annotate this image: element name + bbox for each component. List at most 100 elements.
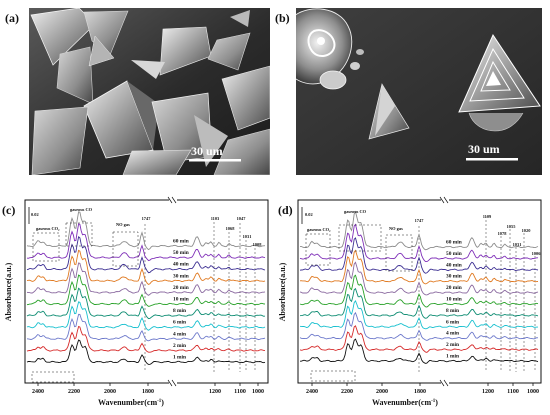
y-axis-title-d: Absorbance(a.u.) [278,262,287,321]
tick-group-c: 2400 2200 2000 1800 1200 1100 1000 [32,383,264,395]
series-d-40-min [299,237,539,274]
peak-label-d-2: 1109 [483,214,492,219]
series-c-30-min [26,249,266,286]
annotation-box-base-d [310,370,356,382]
series-d-6-min [299,299,538,330]
series-d-10-min [299,274,539,308]
spectra-panel-d: 2400 2200 2000 1800 1200 1100 1000 60 min 50 mi… [278,196,542,407]
x-axis-title-superscript-d: -1 [431,399,436,404]
tick-label-d-5: 1200 [482,389,494,395]
x-axis-title-tail-d: ) [435,398,438,407]
annotation-no-d: NO gas [389,226,403,231]
annotation-box-co-c [65,222,93,247]
series-c-1-min [26,339,266,365]
annotation-box-base-c [31,371,75,383]
peak-label-c-4: 1047 [237,216,247,221]
tick-label-d-1: 2400 [306,389,318,395]
peak-label-d-3: 1078 [498,231,508,236]
series-c-20-min [26,262,266,296]
time-label-c-6: 10 min [173,297,189,303]
panel-label-c: (c) [2,203,15,217]
panel-label-b: (b) [275,11,290,25]
annotation-box-co2-c [32,232,60,262]
tick-label-c-7: 1000 [252,389,264,395]
x-axis-title-main-c: Wavenumber(cm [98,398,157,407]
time-label-c-10: 2 min [173,343,186,349]
annotation-co2-d: gaseous CO₂ [307,227,331,232]
panel-label-d: (d) [278,203,293,217]
series-c-6-min [26,301,266,331]
peak-label-d-5: 1031 [513,242,522,247]
tick-label-d-2: 2200 [341,389,353,395]
micrograph-b: 30 um [296,8,542,175]
panel-label-a: (a) [5,11,19,25]
time-label-c-4: 30 min [173,273,189,279]
tick-label-c-4: 1800 [142,389,154,395]
annotation-box-no-c [112,231,139,267]
time-label-c-11: 1 min [173,355,186,361]
time-label-d-2: 50 min [446,251,462,257]
series-d-50-min [299,223,538,263]
series-group-c [26,211,266,365]
time-label-d-3: 40 min [446,262,462,268]
time-label-d-6: 10 min [446,297,462,303]
time-labels-c: 60 min 50 min 40 min 30 min 20 min 10 min 8 mi… [173,239,189,361]
scale-bar-b [466,158,518,161]
time-label-d-4: 30 min [446,274,462,280]
series-d-4-min [299,311,539,341]
tick-label-c-1: 2400 [32,389,44,395]
series-c-40-min [26,235,266,274]
tick-label-d-3: 2000 [376,389,388,395]
time-label-c-9: 4 min [173,331,186,337]
peak-label-c-6: 1008 [253,242,263,247]
tick-label-c-3: 2000 [104,389,116,395]
tick-label-d-7: 1000 [527,389,539,395]
series-d-1-min [300,338,539,364]
micrograph-a: 30 um [29,8,270,175]
tick-label-d-4: 1800 [414,389,426,395]
time-label-c-8: 6 min [173,320,186,326]
time-label-c-1: 60 min [173,239,189,245]
tick-label-c-6: 1100 [234,389,246,395]
time-label-d-5: 20 min [446,285,462,291]
x-axis-title-superscript-c: -1 [157,399,162,404]
time-label-d-9: 4 min [446,331,459,337]
scale-note-d: 0.02 [305,212,313,217]
time-label-c-7: 8 min [173,308,186,314]
series-c-60-min [26,211,266,251]
series-d-8-min [299,287,539,319]
time-label-d-10: 2 min [446,342,459,348]
peak-labels-d: 1747 1109 1078 1055 1031 1020 1006 [415,214,542,256]
time-label-d-1: 60 min [446,240,462,246]
tick-label-d-6: 1100 [507,389,519,395]
annotation-co-d: gaseous CO [344,209,367,214]
time-label-c-2: 50 min [173,250,189,256]
series-d-60-min [300,210,539,251]
x-axis-title-tail-c: ) [161,398,164,407]
scale-bar-a [189,159,241,162]
annotation-co-c: gaseous CO [70,207,93,212]
peak-label-c-2: 1103 [211,216,220,221]
plot-frame-d [297,199,542,384]
time-label-c-3: 40 min [173,262,189,268]
annotation-box-no-d [385,234,413,272]
axis-break-marks-d [439,196,449,387]
series-c-50-min [26,223,266,262]
peak-label-d-1: 1747 [415,218,425,223]
x-axis-title-main-d: Wavenumber(cm [372,398,431,407]
peak-label-d-4: 1055 [507,224,517,229]
series-c-4-min [26,313,266,342]
series-d-2-min [299,325,539,353]
peak-label-c-1: 1747 [142,216,152,221]
series-d-30-min [299,249,539,285]
annotation-no-c: NO gas [116,222,130,227]
spectra-panel-c: 2400 2200 2000 1800 1200 1100 1000 60 min 50 mi… [4,196,269,407]
series-group-d [299,210,539,364]
series-d-20-min [299,261,539,296]
time-label-d-11: 1 min [446,354,459,360]
tick-label-c-5: 1200 [209,389,221,395]
time-label-c-5: 20 min [173,285,189,291]
tick-group-d: 2400 2200 2000 1800 1200 1100 1000 [306,383,539,395]
